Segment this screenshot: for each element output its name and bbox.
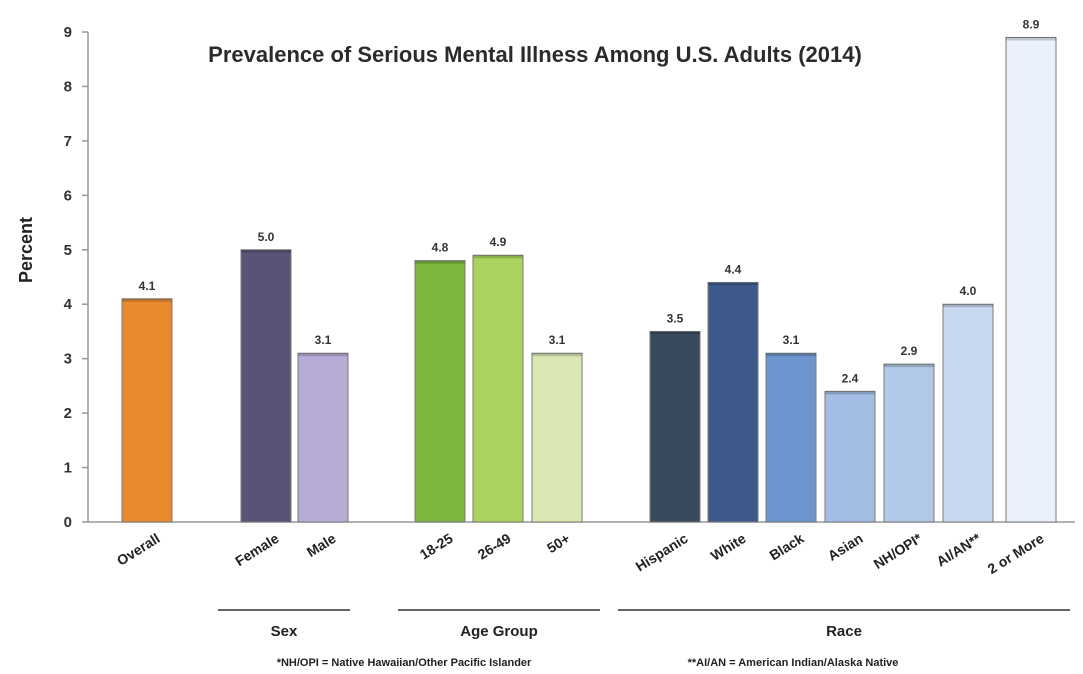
bar-top-edge [766, 353, 816, 357]
y-tick-label: 2 [64, 405, 72, 422]
chart-title: Prevalence of Serious Mental Illness Amo… [208, 42, 862, 67]
bar-top-edge [1006, 37, 1056, 41]
x-tick-label: Hispanic [633, 530, 691, 575]
bar-top-edge [884, 364, 934, 368]
bar-26-49 [472, 254, 524, 523]
bar-nh-opi [883, 363, 935, 523]
x-tick-label: 2 or More [985, 530, 1047, 577]
y-tick-label: 6 [64, 187, 72, 204]
group-label: Race [826, 623, 862, 640]
y-tick-label: 7 [64, 133, 72, 150]
data-label: 3.1 [549, 333, 566, 347]
data-label: 3.5 [667, 311, 684, 325]
data-label: 8.9 [1023, 17, 1040, 31]
x-tick-label: 18-25 [417, 530, 456, 563]
bar-top-edge [241, 249, 291, 253]
bar-top-edge [298, 353, 348, 357]
y-tick-label: 8 [64, 78, 72, 95]
bar-male [297, 352, 349, 523]
x-tick-label: Female [232, 530, 282, 569]
data-label: 4.4 [725, 262, 742, 276]
x-tick-label: Asian [825, 530, 866, 564]
footnote-aian: **AI/AN = American Indian/Alaska Native [688, 657, 899, 669]
data-label: 2.4 [842, 371, 859, 385]
x-tick-label: 26-49 [475, 530, 514, 563]
bar-black [765, 352, 817, 523]
data-label: 4.1 [139, 279, 156, 293]
data-label: 3.1 [315, 333, 332, 347]
group-label: Age Group [460, 623, 538, 640]
x-tick-label: Male [304, 530, 339, 560]
bar-top-edge [122, 298, 172, 302]
bar-white [707, 281, 759, 523]
bar-hispanic [649, 330, 701, 523]
y-tick-label: 4 [64, 296, 73, 313]
x-tick-label: 50+ [544, 530, 573, 556]
bar-top-edge [825, 391, 875, 395]
bar-ai-an [942, 303, 994, 523]
bar-female [240, 249, 292, 523]
group-label: Sex [271, 623, 298, 640]
data-label: 4.9 [490, 235, 507, 249]
bar-top-edge [415, 260, 465, 264]
bar-overall [121, 298, 173, 523]
y-axis-label: Percent [16, 217, 36, 283]
bar-50 [531, 352, 583, 523]
footnote-nhopi: *NH/OPI = Native Hawaiian/Other Pacific … [277, 657, 532, 669]
data-label: 3.1 [783, 333, 800, 347]
bar-top-edge [943, 304, 993, 308]
data-label: 5.0 [258, 230, 275, 244]
y-tick-label: 5 [64, 242, 72, 259]
bar-top-edge [708, 282, 758, 286]
data-label: 4.8 [432, 241, 449, 255]
bar-top-edge [532, 353, 582, 357]
bar-top-edge [473, 255, 523, 259]
y-tick-label: 0 [64, 514, 72, 531]
x-tick-label: AI/AN** [934, 530, 985, 570]
data-label: 2.9 [901, 344, 918, 358]
x-tick-label: Black [766, 530, 806, 563]
data-label: 4.0 [960, 284, 977, 298]
x-tick-label: NH/OPI* [871, 530, 925, 572]
y-tick-label: 9 [64, 24, 72, 41]
bar-18-25 [414, 260, 466, 523]
bar-2-or-more [1005, 36, 1057, 523]
y-tick-label: 3 [64, 351, 72, 368]
x-tick-label: Overall [114, 530, 163, 569]
bar-asian [824, 390, 876, 523]
bar-top-edge [650, 331, 700, 335]
x-tick-label: White [708, 530, 749, 564]
y-tick-label: 1 [64, 460, 72, 477]
